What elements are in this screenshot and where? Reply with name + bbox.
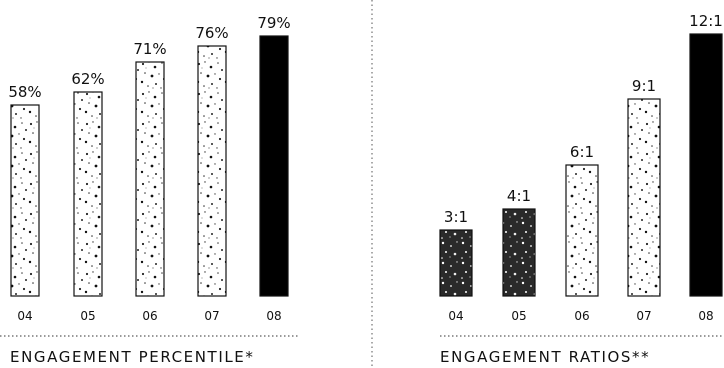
bar-06 (565, 164, 599, 297)
engagement-ratios-chart: 3:1 04 4:1 05 6:1 06 9:1 07 12:1 08 ENGAGEMENT RAT… (439, 12, 724, 366)
tick-label-08: 08 (266, 309, 281, 323)
data-label-08: 12:1 (689, 12, 723, 30)
data-label-05: 4:1 (507, 187, 531, 205)
tick-label-07: 07 (204, 309, 219, 323)
data-label-06: 6:1 (570, 143, 594, 161)
bar-07 (627, 98, 661, 297)
data-label-04: 3:1 (444, 208, 468, 226)
data-label-08: 79% (257, 14, 290, 32)
tick-label-04: 04 (448, 309, 463, 323)
bar-04 (10, 104, 40, 297)
tick-label-07: 07 (636, 309, 651, 323)
chart-title: ENGAGEMENT RATIOS** (440, 348, 650, 366)
tick-label-06: 06 (574, 309, 589, 323)
bar-06 (135, 61, 165, 297)
data-label-07: 9:1 (632, 77, 656, 95)
tick-label-08: 08 (698, 309, 713, 323)
tick-label-04: 04 (17, 309, 32, 323)
chart-title: ENGAGEMENT PERCENTILE* (10, 348, 254, 366)
data-label-04: 58% (8, 83, 41, 101)
bar-07 (197, 45, 227, 297)
data-label-05: 62% (71, 70, 104, 88)
bar-04 (439, 229, 473, 297)
data-label-06: 71% (133, 40, 166, 58)
bar-05 (73, 91, 103, 297)
tick-label-05: 05 (80, 309, 95, 323)
tick-label-06: 06 (142, 309, 157, 323)
bar-08 (259, 35, 289, 297)
engagement-percentile-chart: 58% 04 62% 05 71% 06 76% 07 79% 08 ENGAGEMENT PERC… (0, 14, 300, 366)
data-label-07: 76% (195, 24, 228, 42)
tick-label-05: 05 (511, 309, 526, 323)
bar-08 (689, 33, 723, 297)
bar-05 (502, 208, 536, 297)
